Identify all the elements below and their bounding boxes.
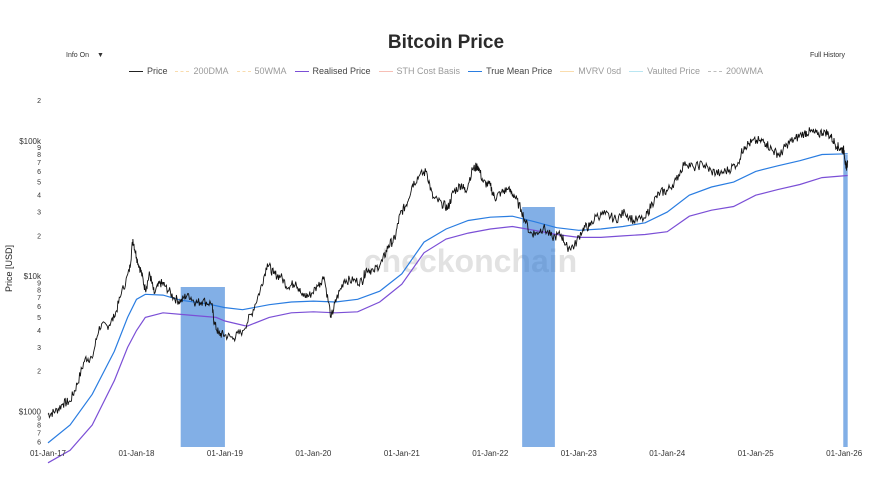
range-select-label: Full History [810, 52, 846, 59]
y-tick-label: 5 [37, 315, 41, 322]
x-tick-label: 01-Jan-25 [738, 449, 775, 458]
y-tick-label: 4 [37, 193, 41, 200]
info-toggle-dropdown[interactable]: Info On ▼ [66, 52, 104, 59]
y-tick-label: 9 [37, 145, 41, 152]
legend-swatch [629, 71, 644, 73]
shaded-region-1 [180, 287, 225, 447]
legend-label: 200WMA [726, 66, 764, 76]
x-tick-label: 01-Jan-17 [30, 449, 67, 458]
legend-item-200dma[interactable]: 200DMA [175, 66, 229, 76]
legend-swatch [294, 71, 309, 73]
y-tick-label: 2 [37, 98, 41, 105]
range-select-dropdown[interactable]: Full History [810, 52, 845, 59]
y-tick-label: 7 [37, 160, 41, 167]
legend-label: 50WMA [254, 66, 287, 76]
realised-price-line [47, 174, 848, 464]
y-tick-label: 8 [37, 152, 41, 159]
y-axis-label: Price [USD] [4, 245, 14, 292]
true-mean-price-line [47, 153, 848, 444]
legend-swatch [708, 71, 722, 73]
chevron-down-icon: ▼ [96, 52, 104, 59]
legend-label: Price [146, 66, 168, 76]
y-tick-label: 7 [37, 295, 41, 302]
y-tick-label: $10k [24, 272, 42, 281]
legend-swatch [175, 71, 190, 73]
legend-label: 200DMA [193, 66, 229, 76]
legend-swatch [378, 71, 393, 73]
legend-item-true-mean-price[interactable]: True Mean Price [468, 66, 552, 76]
y-tick-label: 3 [37, 210, 41, 217]
legend-label: STH Cost Basis [396, 66, 461, 76]
legend-item-50wma[interactable]: 50WMA [236, 66, 287, 76]
y-tick-label: 5 [37, 180, 41, 187]
y-tick-label: 3 [37, 345, 41, 352]
legend-swatch [560, 71, 575, 73]
legend-swatch [468, 71, 483, 73]
shaded-regions [180, 155, 848, 447]
y-tick-label: 4 [37, 328, 41, 335]
y-tick-label: 8 [37, 287, 41, 294]
series-lines [47, 127, 849, 464]
legend-item-vaulted-price[interactable]: Vaulted Price [629, 66, 700, 76]
y-tick-label: 9 [37, 280, 41, 287]
legend-label: True Mean Price [486, 66, 553, 76]
legend-item-price[interactable]: Price [128, 66, 168, 76]
x-tick-label: 01-Jan-20 [295, 449, 332, 458]
y-tick-label: 9 [37, 416, 41, 423]
legend-item-mvrv-0sd[interactable]: MVRV 0sd [560, 66, 621, 76]
info-toggle-label: Info On [66, 52, 89, 59]
y-tick-label: $1000 [19, 407, 42, 416]
legend-label: Vaulted Price [647, 66, 700, 76]
x-axis-ticks: 01-Jan-17 01-Jan-18 01-Jan-19 01-Jan-20 01-J… [30, 449, 863, 458]
y-tick-label: 6 [37, 169, 41, 176]
x-tick-label: 01-Jan-22 [472, 449, 509, 458]
chart-legend: Price 200DMA 50WMA Realised Price STH Cost B… [0, 66, 892, 76]
x-tick-label: 01-Jan-18 [118, 449, 155, 458]
x-tick-label: 01-Jan-21 [384, 449, 421, 458]
y-tick-label: 2 [37, 233, 41, 240]
chart-title: Bitcoin Price [387, 32, 505, 53]
y-tick-label: 7 [37, 430, 41, 437]
x-tick-label: 01-Jan-19 [207, 449, 244, 458]
legend-item-200wma[interactable]: 200WMA [708, 66, 763, 76]
shaded-region-3 [843, 155, 848, 447]
price-line [47, 127, 849, 419]
y-tick-label: $100k [19, 137, 42, 146]
y-tick-label: 2 [37, 369, 41, 376]
y-tick-label: 6 [37, 439, 41, 446]
legend-swatch [128, 71, 143, 73]
x-tick-label: 01-Jan-26 [826, 449, 863, 458]
shaded-region-2 [522, 207, 555, 447]
legend-swatch [236, 71, 251, 73]
y-tick-label: 8 [37, 422, 41, 429]
x-tick-label: 01-Jan-23 [561, 449, 598, 458]
x-tick-label: 01-Jan-24 [649, 449, 686, 458]
legend-label: MVRV 0sd [578, 66, 622, 76]
y-tick-label: 6 [37, 304, 41, 311]
legend-item-realised-price[interactable]: Realised Price [294, 66, 371, 76]
legend-item-sth-cost-basis[interactable]: STH Cost Basis [378, 66, 461, 76]
legend-label: Realised Price [312, 66, 371, 76]
